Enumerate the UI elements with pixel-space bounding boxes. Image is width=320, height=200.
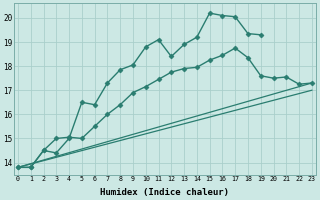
X-axis label: Humidex (Indice chaleur): Humidex (Indice chaleur) — [100, 188, 229, 197]
